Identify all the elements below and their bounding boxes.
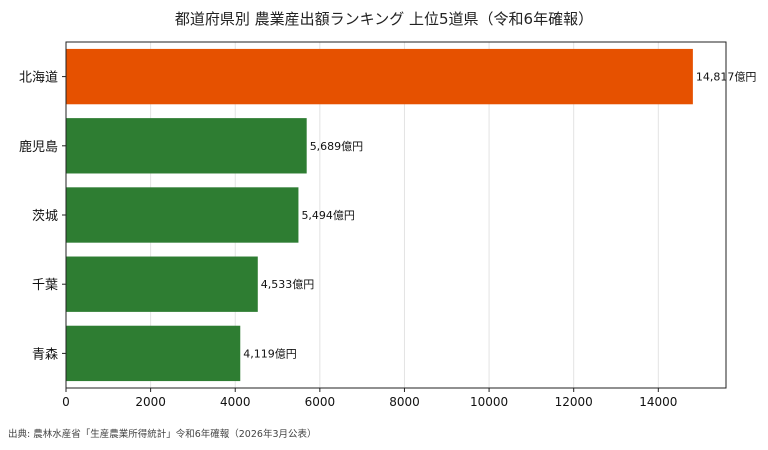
data-label-4: 4,119億円 — [243, 347, 297, 360]
source-note: 出典: 農林水産省「生産農業所得統計」令和6年確報（2026年3月公表） — [8, 428, 317, 440]
x-tick-label-4: 8000 — [389, 395, 420, 409]
category-label-4: 青森 — [32, 347, 58, 362]
x-tick-label-5: 10000 — [470, 395, 508, 409]
category-label-1: 鹿児島 — [19, 139, 58, 155]
data-label-3: 4,533億円 — [261, 278, 315, 291]
data-label-2: 5,494億円 — [301, 209, 355, 222]
x-tick-label-7: 14000 — [639, 395, 677, 409]
bar-4 — [66, 325, 241, 382]
bars — [66, 48, 693, 382]
x-tick-label-3: 6000 — [305, 395, 336, 409]
bar-1 — [66, 118, 307, 174]
plot-frame — [65, 41, 727, 389]
bar-3 — [66, 256, 258, 312]
x-tick-label-1: 2000 — [135, 395, 166, 409]
category-label-3: 千葉 — [32, 278, 58, 293]
bar-0 — [66, 48, 693, 105]
bar-2 — [66, 187, 299, 243]
data-label-1: 5,689億円 — [310, 140, 364, 153]
category-label-2: 茨城 — [32, 209, 58, 224]
x-tick-label-0: 0 — [62, 395, 70, 409]
x-tick-label-2: 4000 — [220, 395, 251, 409]
x-tick-label-6: 12000 — [555, 395, 593, 409]
category-label-0: 北海道 — [19, 71, 58, 86]
chart-title: 都道府県別 農業産出額ランキング 上位5道県（令和6年確報） — [175, 10, 593, 28]
x-axis: 0 2000 4000 6000 8000 10000 12000 14000 — [62, 388, 677, 409]
